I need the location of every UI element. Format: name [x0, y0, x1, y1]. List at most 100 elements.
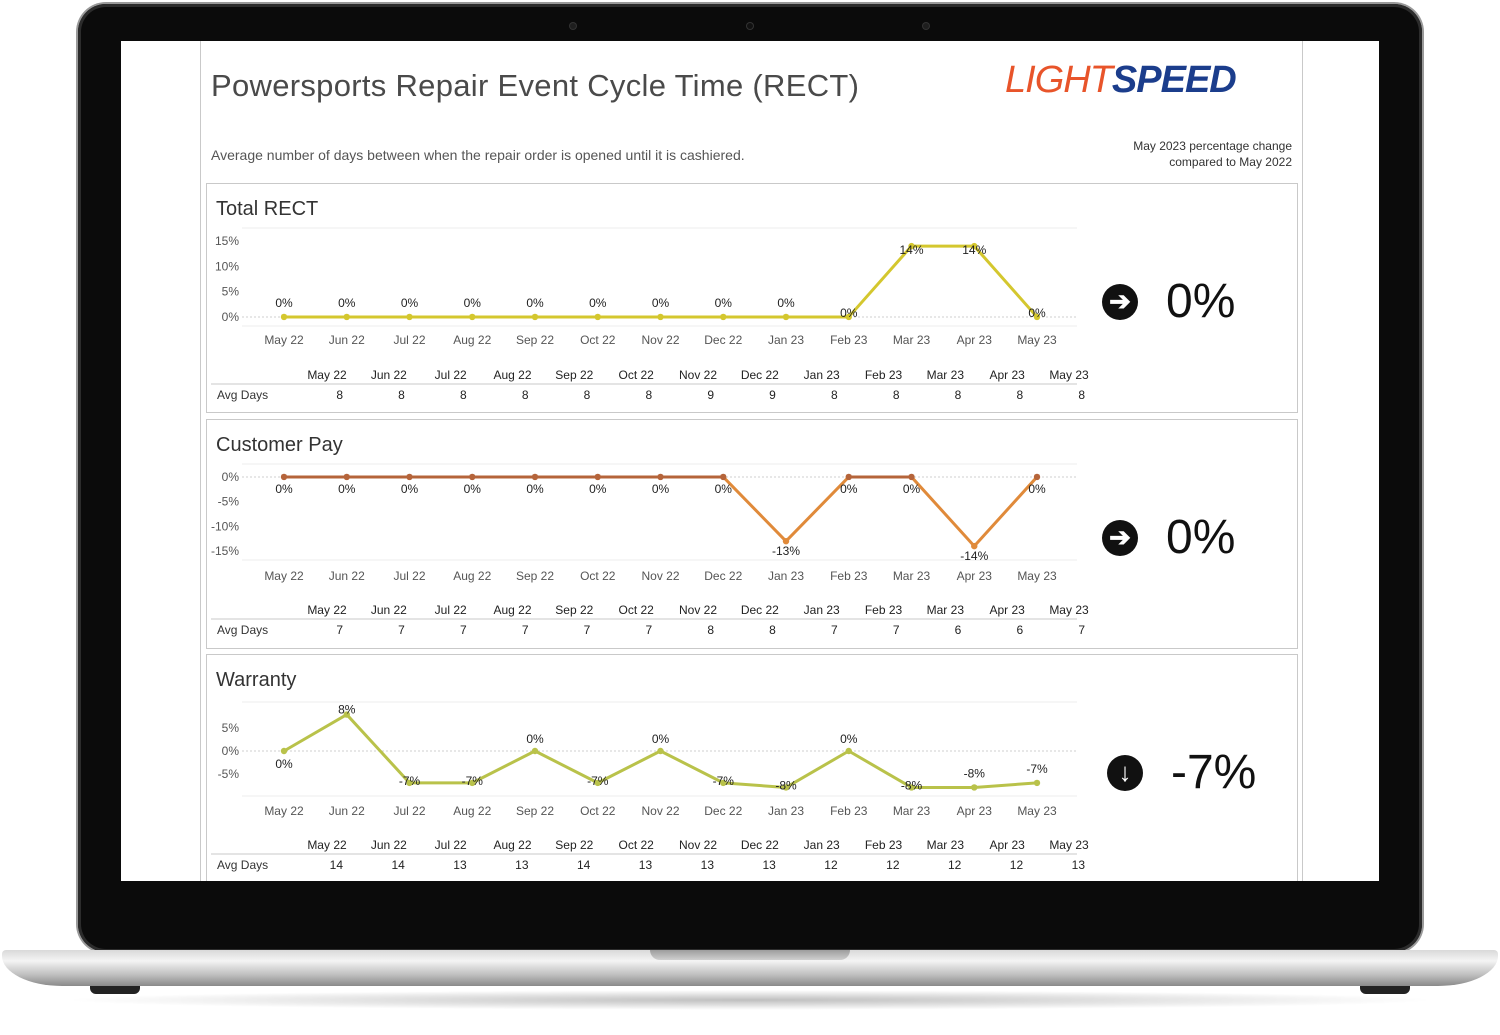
table-cell: 12 — [886, 858, 900, 872]
table-header-cell: Jun 22 — [371, 368, 407, 382]
x-tick-label: Feb 23 — [830, 333, 868, 347]
table-cell: 7 — [460, 623, 467, 637]
table-cell: 8 — [1078, 388, 1085, 402]
y-tick-label: -5% — [218, 495, 240, 509]
chart-total-rect: 15% 10% 5% 0% 0% 0% 0% 0% 0% 0% 0% 0% 0% 0% 14% 14% 0% Ma… — [211, 227, 1089, 402]
table-header-cell: May 23 — [1049, 368, 1089, 382]
table-cell: 8 — [398, 388, 405, 402]
series-line-segment — [721, 475, 788, 543]
table-cell: 6 — [1016, 623, 1023, 637]
data-point — [280, 747, 288, 755]
data-label: 0% — [840, 306, 858, 320]
data-point — [406, 779, 413, 787]
table-header-cell: Jan 23 — [804, 838, 840, 852]
table-header-cell: Aug 22 — [493, 838, 531, 852]
data-label: 0% — [1028, 482, 1046, 496]
data-point — [908, 784, 915, 791]
data-label: -7% — [462, 774, 484, 788]
series-line-segment — [470, 749, 537, 785]
data-point — [406, 473, 413, 481]
table-header-cell: Feb 23 — [865, 368, 903, 382]
dashboard: Powersports Repair Event Cycle Time (REC… — [200, 41, 1303, 881]
table-cell: 14 — [577, 858, 591, 872]
data-point — [782, 313, 790, 321]
x-tick-label: Jun 22 — [329, 333, 365, 347]
data-label: 0% — [1028, 306, 1046, 320]
table-header-cell: Feb 23 — [865, 838, 903, 852]
y-tick-label: 0% — [222, 470, 240, 484]
table-header-cell: May 22 — [307, 603, 347, 617]
table-cell: 9 — [769, 388, 776, 402]
data-point — [782, 537, 790, 545]
comparison-note: May 2023 percentage change compared to M… — [1133, 139, 1292, 169]
table-cell: 12 — [948, 858, 962, 872]
table-cell: 13 — [762, 858, 776, 872]
data-point — [469, 473, 476, 481]
table-cell: 8 — [893, 388, 900, 402]
data-point — [343, 473, 350, 481]
series-line-segment — [972, 781, 1039, 789]
table-header-cell: Nov 22 — [679, 368, 717, 382]
data-label: 0% — [526, 482, 544, 496]
table-cell: 13 — [639, 858, 653, 872]
table-cell: 12 — [1010, 858, 1024, 872]
data-point — [1033, 779, 1041, 787]
data-point — [343, 711, 350, 718]
table-cell: 7 — [398, 623, 405, 637]
data-point — [343, 313, 350, 321]
table-header-cell: Sep 22 — [555, 838, 593, 852]
table-header-cell: May 22 — [307, 838, 347, 852]
data-point — [971, 542, 978, 550]
y-tick-label: 5% — [222, 721, 240, 735]
panel-title: Warranty — [216, 669, 297, 691]
data-label: 14% — [962, 243, 986, 257]
x-tick-label: Aug 22 — [453, 804, 491, 818]
table-header-cell: Aug 22 — [493, 603, 531, 617]
series-line-segment — [972, 475, 1039, 548]
x-tick-label: Jun 22 — [329, 804, 365, 818]
kpi-value: 0% — [1166, 511, 1236, 564]
table-header-cell: May 23 — [1049, 603, 1089, 617]
x-tick-label: Dec 22 — [704, 804, 742, 818]
data-label: 0% — [840, 482, 858, 496]
data-point — [280, 313, 288, 321]
x-tick-label: Jun 22 — [329, 569, 365, 583]
data-point — [531, 747, 539, 755]
table-header-cell: Mar 23 — [927, 838, 965, 852]
x-tick-label: Jul 22 — [393, 333, 425, 347]
x-tick-label: Nov 22 — [641, 333, 679, 347]
table-header-cell: Jul 22 — [435, 838, 467, 852]
data-point — [469, 779, 476, 787]
page-subtitle: Average number of days between when the … — [211, 147, 745, 163]
table-cell: 8 — [336, 388, 343, 402]
laptop-foot-left — [90, 986, 140, 994]
y-tick-label: 10% — [215, 259, 239, 273]
table-header-cell: Mar 23 — [927, 368, 965, 382]
x-tick-label: May 23 — [1017, 333, 1057, 347]
x-tick-label: Jul 22 — [393, 569, 425, 583]
kpi-value: 0% — [1166, 275, 1236, 328]
data-label: 0% — [275, 296, 293, 310]
table-cell: 14 — [391, 858, 405, 872]
data-label: 0% — [464, 296, 482, 310]
data-point — [594, 313, 601, 321]
laptop-screen: Powersports Repair Event Cycle Time (REC… — [121, 41, 1379, 881]
table-cell: 8 — [645, 388, 652, 402]
table-cell: 8 — [1016, 388, 1023, 402]
y-tick-label: 0% — [222, 744, 240, 758]
data-label: 0% — [401, 296, 419, 310]
data-point — [845, 473, 852, 481]
y-tick-label: -15% — [211, 544, 239, 558]
kpi-total-rect: ➔ 0% — [1102, 274, 1292, 334]
table-cell: 7 — [831, 623, 838, 637]
data-label: 0% — [715, 296, 733, 310]
series-line-segment — [972, 244, 1039, 319]
data-label: 0% — [589, 482, 607, 496]
y-tick-label: 5% — [222, 285, 240, 299]
table-cell: 8 — [522, 388, 529, 402]
table-header-cell: Apr 23 — [989, 368, 1025, 382]
kpi-warranty: ↓ -7% — [1107, 745, 1297, 805]
panel-total-rect: Total RECT 15% 10% 5% 0% 0% 0% 0% 0% 0% 0% 0% 0% 0% 0… — [206, 183, 1298, 413]
arrow-right-icon: ➔ — [1102, 520, 1138, 556]
data-label: 0% — [526, 296, 544, 310]
